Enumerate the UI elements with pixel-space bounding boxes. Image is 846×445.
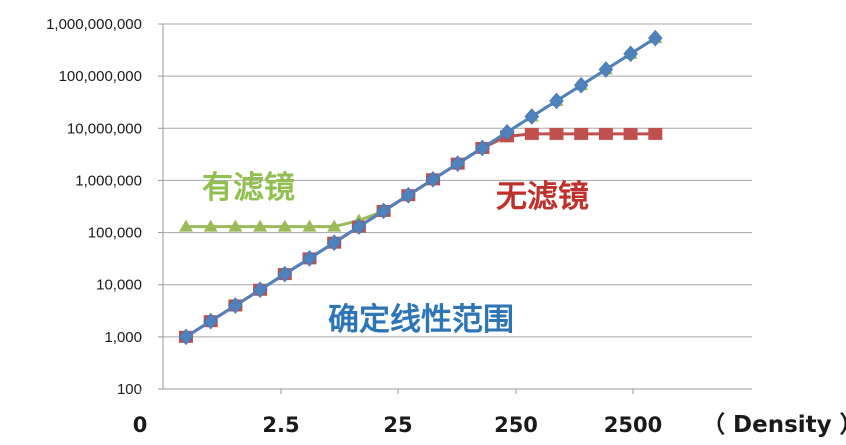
- x-tick-label: 25: [383, 413, 412, 437]
- y-tick-label: 10,000,000: [67, 120, 142, 137]
- data-point-square: [623, 127, 638, 140]
- data-point-diamond: [647, 29, 663, 47]
- annotation-unfiltered: 无滤镜: [496, 179, 589, 215]
- data-point-diamond: [252, 281, 268, 299]
- y-tick-label: 100,000: [88, 225, 142, 242]
- y-tick-label: 100: [117, 381, 142, 398]
- data-point-diamond: [178, 328, 194, 346]
- data-point-diamond: [277, 265, 293, 283]
- data-point-diamond: [203, 312, 219, 330]
- data-point-diamond: [326, 234, 342, 252]
- data-point-diamond: [302, 249, 317, 267]
- data-point-triangle: [203, 219, 218, 232]
- data-point-square: [549, 127, 564, 140]
- data-point-diamond: [549, 92, 564, 110]
- data-point-diamond: [623, 45, 638, 63]
- x-tick-label: 2.5: [262, 413, 299, 437]
- data-point-diamond: [376, 202, 391, 220]
- data-point-diamond: [573, 76, 589, 94]
- annotation-linear-range: 确定线性范围: [328, 302, 514, 338]
- data-point-square: [648, 127, 663, 140]
- data-point-diamond: [524, 108, 540, 125]
- data-point-diamond: [400, 186, 416, 204]
- data-point-triangle: [327, 219, 342, 232]
- y-tick-label: 1,000: [104, 329, 142, 346]
- data-point-diamond: [598, 61, 614, 78]
- data-point-triangle: [253, 219, 268, 232]
- data-point-diamond: [475, 139, 490, 157]
- data-point-triangle: [277, 219, 292, 232]
- data-point-triangle: [228, 219, 243, 232]
- data-point-square: [574, 127, 589, 140]
- data-point-diamond: [351, 218, 367, 236]
- x-tick-label: 2500: [604, 413, 662, 437]
- data-point-square: [524, 127, 539, 140]
- data-point-diamond: [499, 123, 515, 141]
- data-point-diamond: [425, 170, 441, 188]
- x-tick-label: 250: [494, 413, 538, 437]
- annotation-filtered: 有滤镜: [202, 170, 295, 206]
- data-point-square: [598, 127, 613, 140]
- x-axis-ticks: 0 2.5 25 250 2500: [133, 389, 662, 437]
- x-axis-unit: （ Density ）: [702, 411, 846, 438]
- x-tick-label: 0: [133, 413, 148, 437]
- data-point-diamond: [450, 155, 466, 173]
- series-layer: [178, 29, 663, 346]
- data-point-diamond: [228, 297, 243, 314]
- y-tick-label: 10,000: [96, 277, 142, 294]
- data-point-triangle: [179, 219, 193, 232]
- data-point-triangle: [302, 219, 317, 232]
- y-axis-ticks: 100 1,000 10,000 100,000 1,000,000 10,000,000…: [46, 16, 163, 398]
- y-tick-label: 1,000,000,000: [46, 16, 142, 33]
- series-diamond: [178, 29, 663, 346]
- y-tick-label: 100,000,000: [59, 68, 142, 85]
- y-tick-label: 1,000,000: [75, 172, 142, 189]
